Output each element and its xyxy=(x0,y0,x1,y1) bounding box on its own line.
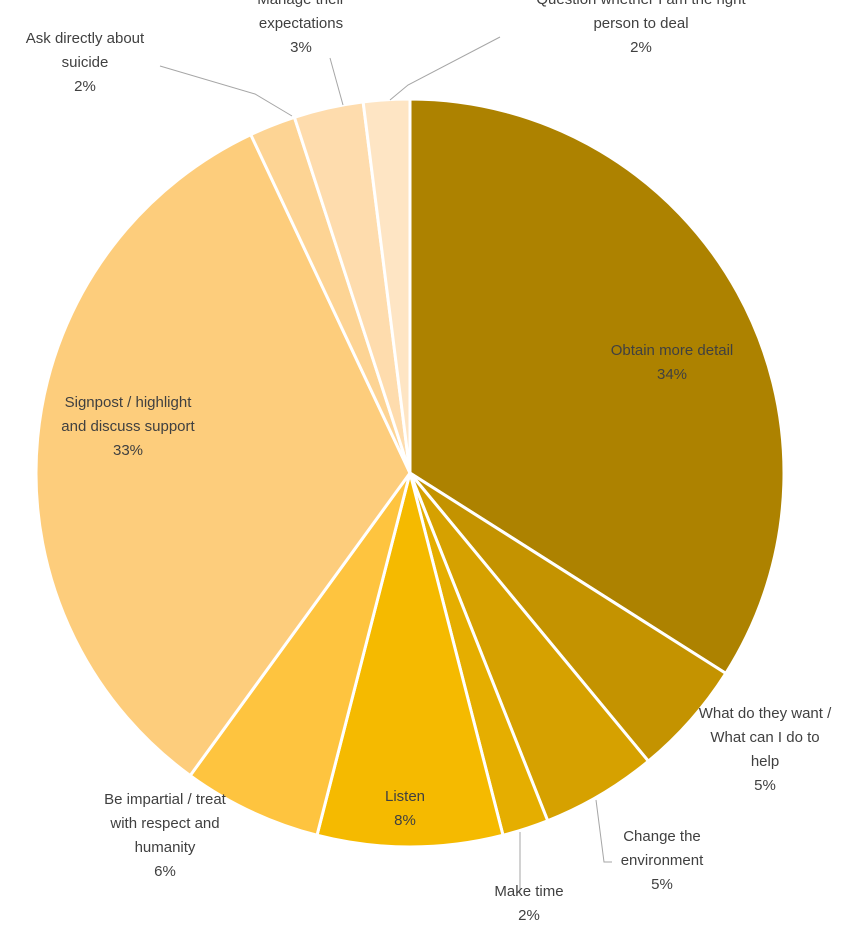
pie-slice xyxy=(408,97,786,676)
slice-label-line: What can I do to xyxy=(710,729,819,746)
slice-label: Ask directly about suicide 2% xyxy=(26,30,145,95)
slice-label-line: and discuss support xyxy=(61,418,195,435)
slice-label-line: Question whether I am the right xyxy=(536,0,746,8)
slice-label: Make time 2% xyxy=(494,883,563,924)
slice-percent: 2% xyxy=(74,78,96,95)
data-labels: Obtain more detail 34% What do they want /… xyxy=(26,0,832,924)
slice-label-line: expectations xyxy=(259,15,343,32)
slice-label-line: person to deal xyxy=(593,15,688,32)
slice-label-line: environment xyxy=(621,852,704,869)
slice-label: Listen 8% xyxy=(385,788,425,829)
slice-percent: 5% xyxy=(754,777,776,794)
slice-label: Question whether I am the right person to… xyxy=(536,0,746,56)
slice-percent: 34% xyxy=(657,366,687,383)
slice-label-line: help xyxy=(751,753,779,770)
slice-label-line: Manage their xyxy=(257,0,345,8)
slice-label-line: Change the xyxy=(623,828,701,845)
slice-label-line: suicide xyxy=(62,54,109,71)
slice-percent: 6% xyxy=(154,863,176,880)
slice-label-line: What do they want / xyxy=(699,705,832,722)
slice-percent: 2% xyxy=(518,907,540,924)
leader-line xyxy=(595,799,612,863)
slice-label-line: Listen xyxy=(385,788,425,805)
leader-line xyxy=(389,36,501,101)
leader-line xyxy=(329,57,344,106)
slice-label-line: Ask directly about xyxy=(26,30,145,47)
slice-label: Manage their expectations 3% xyxy=(257,0,345,56)
slice-percent: 33% xyxy=(113,442,143,459)
slice-label: Change the environment 5% xyxy=(621,828,704,893)
slice-percent: 8% xyxy=(394,812,416,829)
slice-label-line: humanity xyxy=(135,839,196,856)
slice-percent: 3% xyxy=(290,39,312,56)
slice-percent: 5% xyxy=(651,876,673,893)
leader-line xyxy=(159,65,293,117)
slice-percent: 2% xyxy=(630,39,652,56)
pie-slice xyxy=(34,132,412,778)
slice-label: Be impartial / treat with respect and huma… xyxy=(104,791,227,880)
slice-label-line: Be impartial / treat xyxy=(104,791,227,808)
slice-label-line: Make time xyxy=(494,883,563,900)
slice-label: Signpost / highlight and discuss support 3… xyxy=(61,394,195,459)
leader-lines xyxy=(159,36,612,892)
slice-label-line: Signpost / highlight xyxy=(65,394,193,411)
slice-label: What do they want / What can I do to help 5… xyxy=(699,705,832,794)
pie-slice xyxy=(361,97,412,474)
pie-slice xyxy=(315,472,505,849)
slice-label-line: with respect and xyxy=(109,815,219,832)
slice-label-line: Obtain more detail xyxy=(611,342,734,359)
pie-slice xyxy=(188,472,412,838)
slice-label: Obtain more detail 34% xyxy=(611,342,734,383)
pie-slices xyxy=(34,97,786,849)
